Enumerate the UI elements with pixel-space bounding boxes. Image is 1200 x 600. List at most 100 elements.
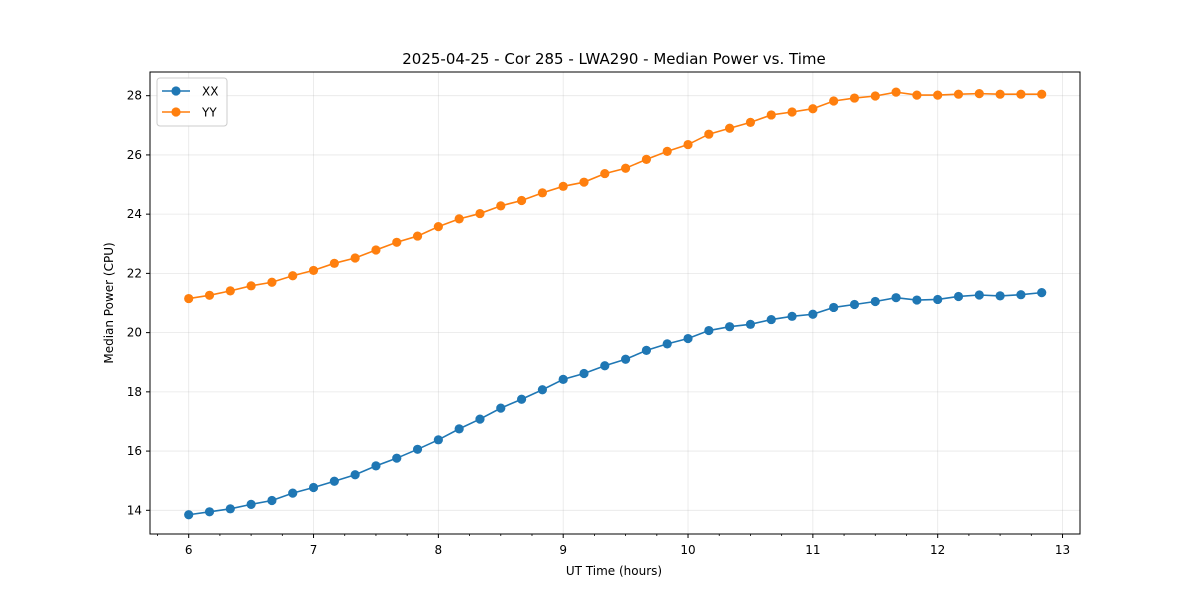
- data-point-yy: [433, 221, 443, 232]
- data-point-yy: [641, 154, 652, 164]
- data-point-xx: [433, 435, 443, 445]
- data-point-xx: [1037, 288, 1047, 298]
- y-tick-label: 14: [127, 503, 142, 517]
- data-point-yy: [600, 168, 610, 179]
- data-point-yy: [412, 231, 423, 241]
- data-point-xx: [246, 499, 256, 509]
- x-tick-label: 6: [185, 543, 193, 557]
- data-point-yy: [225, 286, 235, 296]
- data-point-xx: [808, 309, 818, 319]
- data-point-xx: [537, 385, 547, 395]
- data-point-yy: [371, 245, 381, 255]
- data-point-yy: [829, 96, 839, 106]
- series-lines: [184, 87, 1047, 520]
- grid: [150, 72, 1080, 534]
- data-point-xx: [350, 470, 360, 480]
- data-point-xx: [662, 339, 672, 349]
- data-point-yy: [1037, 89, 1047, 99]
- data-point-xx: [579, 368, 589, 379]
- data-point-yy: [308, 265, 319, 276]
- data-point-xx: [933, 294, 943, 305]
- data-point-yy: [766, 110, 776, 120]
- y-axis-label: Median Power (CPU): [102, 242, 116, 363]
- data-point-xx: [392, 453, 402, 463]
- data-point-yy: [329, 258, 339, 268]
- data-point-xx: [288, 488, 298, 498]
- x-tick-label: 7: [310, 543, 318, 557]
- y-tick-label: 26: [127, 148, 142, 162]
- data-point-xx: [725, 322, 735, 332]
- y-tick-label: 22: [127, 266, 142, 280]
- data-point-xx: [995, 291, 1005, 301]
- x-tick-label: 11: [805, 543, 820, 557]
- data-point-yy: [392, 237, 402, 247]
- data-point-yy: [496, 201, 506, 211]
- data-point-xx: [829, 302, 839, 313]
- data-point-xx: [641, 345, 652, 355]
- data-point-yy: [787, 107, 797, 117]
- data-point-xx: [329, 476, 339, 486]
- data-point-xx: [184, 510, 194, 520]
- data-point-yy: [745, 117, 756, 127]
- data-point-xx: [953, 291, 964, 302]
- y-tick-label: 28: [127, 89, 142, 103]
- y-tick-label: 24: [127, 207, 142, 221]
- data-point-xx: [1016, 290, 1026, 300]
- data-point-yy: [558, 181, 568, 191]
- x-tick-label: 13: [1055, 543, 1070, 557]
- data-point-yy: [288, 271, 298, 281]
- data-point-yy: [246, 281, 256, 291]
- data-point-xx: [516, 394, 527, 404]
- data-point-yy: [953, 89, 964, 99]
- data-point-yy: [204, 290, 215, 300]
- x-axis-label: UT Time (hours): [566, 564, 662, 578]
- data-point-yy: [870, 91, 880, 101]
- data-point-yy: [683, 139, 693, 150]
- data-point-yy: [579, 177, 589, 187]
- legend: XX YY: [156, 77, 228, 127]
- data-point-yy: [808, 104, 818, 114]
- x-tick-label: 9: [559, 543, 567, 557]
- data-point-xx: [849, 299, 860, 310]
- data-point-xx: [683, 333, 693, 344]
- data-point-xx: [558, 374, 568, 385]
- data-point-yy: [267, 277, 277, 287]
- data-point-yy: [1016, 89, 1026, 99]
- data-point-xx: [475, 414, 485, 424]
- data-point-xx: [621, 354, 631, 364]
- data-point-xx: [308, 482, 319, 493]
- x-tick-label: 8: [435, 543, 443, 557]
- data-point-yy: [933, 90, 943, 100]
- data-point-xx: [267, 495, 277, 506]
- data-point-yy: [995, 89, 1005, 99]
- data-point-yy: [184, 293, 194, 304]
- legend-marker-xx: [171, 86, 181, 96]
- data-point-yy: [912, 90, 922, 100]
- data-point-xx: [704, 325, 714, 336]
- data-point-xx: [912, 295, 922, 305]
- data-point-yy: [621, 163, 631, 173]
- axis-ticks: 6 7 8 9 10 11 12 13 14 16 18 20 22 24 26 28: [127, 89, 1070, 557]
- data-point-xx: [496, 403, 506, 413]
- data-point-xx: [454, 424, 464, 434]
- legend-marker-yy: [171, 107, 181, 117]
- x-tick-label: 10: [680, 543, 695, 557]
- data-point-yy: [537, 188, 547, 198]
- data-point-xx: [870, 296, 880, 307]
- data-point-yy: [350, 253, 360, 263]
- data-point-yy: [475, 208, 485, 219]
- data-point-yy: [849, 93, 860, 103]
- data-point-xx: [891, 293, 901, 303]
- data-point-yy: [725, 123, 735, 133]
- data-point-xx: [371, 461, 381, 471]
- y-tick-label: 20: [127, 326, 142, 340]
- data-point-yy: [454, 214, 464, 224]
- legend-label-yy: YY: [201, 106, 217, 120]
- series-xx: [184, 288, 1047, 520]
- data-point-yy: [662, 146, 672, 156]
- data-point-xx: [745, 319, 756, 329]
- y-tick-label: 16: [127, 444, 142, 458]
- data-point-xx: [787, 311, 797, 321]
- data-point-xx: [766, 314, 776, 325]
